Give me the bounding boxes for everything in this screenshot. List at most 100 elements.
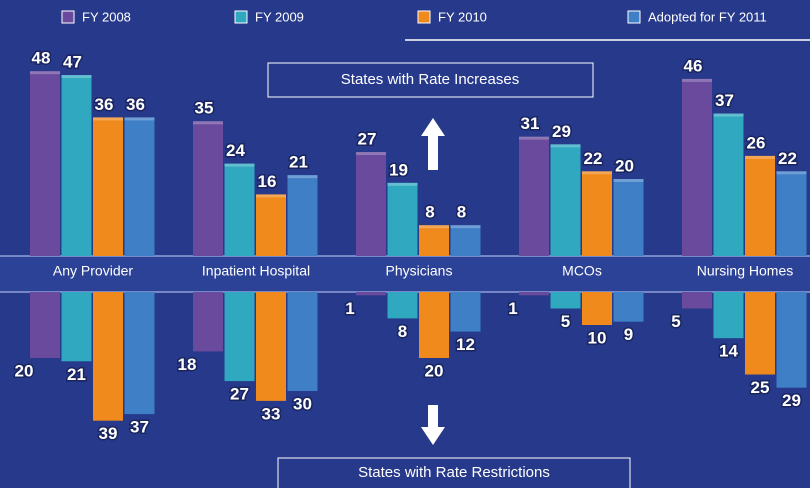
bar <box>287 175 318 256</box>
value-label: 18 <box>178 355 197 374</box>
value-label: 12 <box>456 335 475 354</box>
value-label: 36 <box>95 95 114 114</box>
value-label: 33 <box>262 404 281 423</box>
bar <box>519 136 549 256</box>
bar <box>776 171 807 256</box>
value-label: 37 <box>715 91 734 110</box>
bar <box>550 144 581 256</box>
value-label: 21 <box>289 153 308 172</box>
bar-highlight <box>287 175 318 179</box>
bar <box>682 78 712 257</box>
value-label: 37 <box>130 418 149 437</box>
bar <box>713 292 744 339</box>
bar <box>256 292 286 401</box>
bar <box>450 225 481 256</box>
annotation-box <box>277 457 631 488</box>
bar <box>745 155 775 256</box>
bar <box>776 292 807 388</box>
value-label: 26 <box>747 133 766 152</box>
bar-highlight <box>224 163 255 167</box>
bar <box>387 182 418 256</box>
value-label: 1 <box>508 299 517 318</box>
legend-swatch <box>61 10 75 24</box>
bar-highlight <box>450 225 481 229</box>
legend-label: Adopted for FY 2011 <box>648 9 767 24</box>
value-label: 8 <box>398 322 407 341</box>
bar <box>93 292 123 421</box>
bar-highlight <box>124 117 155 121</box>
bar <box>61 292 92 362</box>
bar <box>613 179 644 256</box>
value-label: 21 <box>67 365 86 384</box>
annotation: States with Rate Restrictions <box>358 464 550 481</box>
value-label: 39 <box>99 424 118 443</box>
annotation-box <box>267 62 594 98</box>
bar <box>356 152 386 256</box>
bar <box>550 292 581 309</box>
bar <box>224 163 255 256</box>
value-label: 36 <box>126 95 145 114</box>
bar-highlight <box>519 136 549 140</box>
bar <box>256 194 286 256</box>
bar <box>30 292 60 358</box>
bar <box>450 292 481 332</box>
bar <box>519 292 549 296</box>
value-label: 30 <box>293 394 312 413</box>
bar <box>356 292 386 296</box>
bar <box>61 75 92 256</box>
bar <box>193 121 223 256</box>
legend-swatch <box>627 10 641 24</box>
legend-label: FY 2009 <box>255 9 304 24</box>
bar-highlight <box>61 75 92 79</box>
value-label: 22 <box>778 149 797 168</box>
legend-label: FY 2010 <box>438 9 487 24</box>
bar <box>224 292 255 382</box>
bar <box>745 292 775 375</box>
value-label: 46 <box>684 56 703 75</box>
bar <box>419 225 449 256</box>
bar <box>713 113 744 256</box>
bar <box>93 117 123 257</box>
bar-highlight <box>713 113 744 117</box>
bar <box>419 292 449 358</box>
category-label: Nursing Homes <box>697 263 793 279</box>
value-label: 22 <box>584 149 603 168</box>
bar <box>387 292 418 319</box>
value-label: 20 <box>15 361 34 380</box>
legend-swatch <box>417 10 431 24</box>
bar-highlight <box>682 78 712 82</box>
bar-highlight <box>550 144 581 148</box>
value-label: 20 <box>615 156 634 175</box>
bar <box>30 71 60 256</box>
value-label: 47 <box>63 53 82 72</box>
value-label: 20 <box>425 361 444 380</box>
bar-highlight <box>193 121 223 125</box>
arrow-up <box>421 118 445 170</box>
bar <box>613 292 644 322</box>
bar <box>287 292 318 391</box>
value-label: 31 <box>521 114 540 133</box>
bar <box>582 292 612 325</box>
value-label: 27 <box>358 130 377 149</box>
bar-highlight <box>93 117 123 121</box>
category-band <box>0 256 810 292</box>
value-label: 29 <box>782 391 801 410</box>
bar <box>682 292 712 309</box>
value-label: 9 <box>624 325 633 344</box>
value-label: 5 <box>561 312 570 331</box>
value-label: 10 <box>588 328 607 347</box>
bar-highlight <box>582 171 612 175</box>
value-label: 25 <box>751 378 770 397</box>
bar <box>124 117 155 257</box>
category-label: MCOs <box>562 263 602 279</box>
value-label: 16 <box>258 172 277 191</box>
value-label: 5 <box>671 312 680 331</box>
value-label: 27 <box>230 385 249 404</box>
bar-highlight <box>419 225 449 229</box>
category-label: Any Provider <box>53 263 133 279</box>
bar-highlight <box>613 179 644 182</box>
value-label: 8 <box>457 203 466 222</box>
value-label: 1 <box>345 299 354 318</box>
value-label: 35 <box>195 99 214 118</box>
